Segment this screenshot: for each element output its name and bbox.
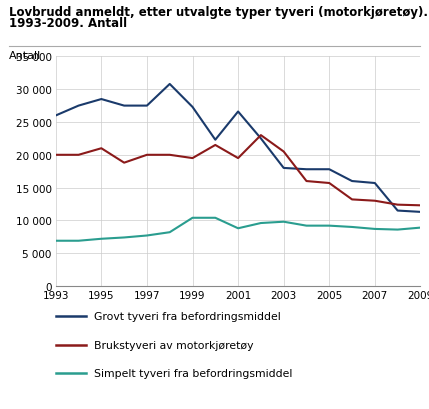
Simpelt tyveri fra befordringsmiddel [326,224,332,229]
Grovt tyveri fra befordringsmiddel [395,209,400,213]
Brukstyveri av motorkjøretøy [121,161,127,166]
Grovt tyveri fra befordringsmiddel [372,181,378,186]
Simpelt tyveri fra befordringsmiddel [281,220,286,225]
Text: Antall: Antall [9,51,41,61]
Simpelt tyveri fra befordringsmiddel [395,227,400,232]
Grovt tyveri fra befordringsmiddel [121,104,127,109]
Simpelt tyveri fra befordringsmiddel [190,216,195,221]
Grovt tyveri fra befordringsmiddel [350,179,355,184]
Grovt tyveri fra befordringsmiddel [418,210,423,215]
Grovt tyveri fra befordringsmiddel [236,110,241,115]
Simpelt tyveri fra befordringsmiddel [76,239,81,244]
Brukstyveri av motorkjøretøy [395,203,400,208]
Brukstyveri av motorkjøretøy [167,153,172,158]
Grovt tyveri fra befordringsmiddel [76,104,81,109]
Simpelt tyveri fra befordringsmiddel [304,224,309,229]
Line: Simpelt tyveri fra befordringsmiddel: Simpelt tyveri fra befordringsmiddel [56,218,420,241]
Simpelt tyveri fra befordringsmiddel [418,226,423,231]
Simpelt tyveri fra befordringsmiddel [144,234,149,238]
Brukstyveri av motorkjøretøy [190,156,195,161]
Simpelt tyveri fra befordringsmiddel [121,236,127,240]
Simpelt tyveri fra befordringsmiddel [350,225,355,230]
Simpelt tyveri fra befordringsmiddel [258,221,263,226]
Line: Grovt tyveri fra befordringsmiddel: Grovt tyveri fra befordringsmiddel [56,85,420,212]
Simpelt tyveri fra befordringsmiddel [236,226,241,231]
Text: Grovt tyveri fra befordringsmiddel: Grovt tyveri fra befordringsmiddel [94,311,281,321]
Brukstyveri av motorkjøretøy [236,156,241,161]
Brukstyveri av motorkjøretøy [213,143,218,148]
Grovt tyveri fra befordringsmiddel [326,167,332,172]
Text: Simpelt tyveri fra befordringsmiddel: Simpelt tyveri fra befordringsmiddel [94,369,293,378]
Grovt tyveri fra befordringsmiddel [190,105,195,110]
Brukstyveri av motorkjøretøy [258,133,263,138]
Grovt tyveri fra befordringsmiddel [213,138,218,143]
Grovt tyveri fra befordringsmiddel [99,97,104,102]
Brukstyveri av motorkjøretøy [281,150,286,155]
Brukstyveri av motorkjøretøy [326,181,332,186]
Simpelt tyveri fra befordringsmiddel [213,216,218,221]
Grovt tyveri fra befordringsmiddel [53,114,58,119]
Brukstyveri av motorkjøretøy [418,203,423,208]
Simpelt tyveri fra befordringsmiddel [53,239,58,244]
Simpelt tyveri fra befordringsmiddel [99,237,104,242]
Grovt tyveri fra befordringsmiddel [167,82,172,87]
Brukstyveri av motorkjøretøy [350,198,355,202]
Brukstyveri av motorkjøretøy [144,153,149,158]
Grovt tyveri fra befordringsmiddel [281,166,286,171]
Brukstyveri av motorkjøretøy [304,179,309,184]
Grovt tyveri fra befordringsmiddel [258,137,263,142]
Line: Brukstyveri av motorkjøretøy: Brukstyveri av motorkjøretøy [56,136,420,206]
Brukstyveri av motorkjøretøy [76,153,81,158]
Text: Lovbrudd anmeldt, etter utvalgte typer tyveri (motorkjøretøy).: Lovbrudd anmeldt, etter utvalgte typer t… [9,6,428,19]
Grovt tyveri fra befordringsmiddel [304,167,309,172]
Grovt tyveri fra befordringsmiddel [144,104,149,109]
Brukstyveri av motorkjøretøy [99,146,104,151]
Simpelt tyveri fra befordringsmiddel [372,227,378,232]
Text: 1993-2009. Antall: 1993-2009. Antall [9,17,127,30]
Brukstyveri av motorkjøretøy [372,199,378,204]
Brukstyveri av motorkjøretøy [53,153,58,158]
Text: Brukstyveri av motorkjøretøy: Brukstyveri av motorkjøretøy [94,340,254,350]
Simpelt tyveri fra befordringsmiddel [167,230,172,235]
